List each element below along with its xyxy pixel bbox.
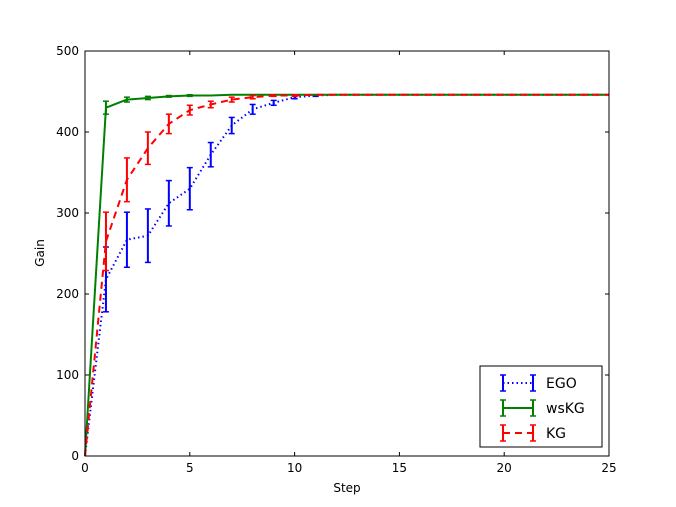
legend-frame	[479, 365, 603, 448]
x-tick-label: 5	[186, 461, 194, 475]
error-bar-kg	[186, 104, 193, 116]
error-bar-kg	[228, 96, 235, 103]
error-bar-ego	[270, 99, 277, 107]
error-bar-kg	[144, 131, 151, 166]
error-bar-kg	[102, 211, 109, 272]
error-bar-ego	[228, 116, 235, 135]
y-tick-label: 400	[56, 125, 79, 139]
error-bar-kg	[123, 157, 130, 203]
legend: EGO wsKG KG	[479, 365, 603, 448]
x-tick-label: 20	[497, 461, 512, 475]
y-tick-label: 300	[56, 206, 79, 220]
error-bar-ego	[123, 211, 130, 269]
error-bar-wskg	[123, 96, 130, 103]
error-bar-kg	[249, 94, 256, 100]
legend-label-wskg: wsKG	[546, 401, 585, 417]
legend-item-kg: KG	[500, 424, 566, 442]
error-bar-ego	[249, 103, 256, 115]
plot-frame	[84, 50, 610, 457]
error-bar-ego	[144, 208, 151, 264]
error-bar-wskg	[102, 100, 109, 115]
x-tick-label: 0	[81, 461, 89, 475]
error-bar-kg	[165, 113, 172, 135]
y-axis-title: Gain	[33, 239, 47, 267]
error-bar-ego	[207, 141, 214, 168]
legend-label-ego: EGO	[546, 376, 577, 392]
error-bar-kg	[291, 93, 298, 98]
y-tick-label: 100	[56, 368, 79, 382]
x-axis-title: Step	[333, 481, 360, 495]
error-bar-kg	[270, 93, 277, 98]
y-tick-label: 0	[71, 449, 79, 463]
x-tick-label: 10	[287, 461, 302, 475]
legend-item-ego: EGO	[500, 374, 577, 392]
legend-item-wskg: wsKG	[500, 399, 585, 417]
legend-entries: EGO wsKG KG	[500, 374, 585, 442]
series-line-kg	[84, 93, 609, 457]
series-ego	[84, 93, 609, 457]
error-bar-wskg	[144, 95, 151, 101]
error-bar-wskg	[186, 93, 193, 98]
error-bar-wskg	[165, 94, 172, 98]
x-tick-label: 15	[392, 461, 407, 475]
series-kg	[84, 93, 609, 457]
y-tick-label: 200	[56, 287, 79, 301]
error-bar-ego	[186, 166, 193, 211]
y-tick-label: 500	[56, 44, 79, 58]
series-layer	[84, 93, 609, 457]
legend-label-kg: KG	[546, 426, 566, 442]
error-bar-kg	[207, 100, 214, 109]
x-tick-label: 25	[601, 461, 616, 475]
ticks-layer: 0 5 10 15 20 25 0 100 200 300 400 500	[56, 44, 617, 475]
error-bar-ego	[165, 179, 172, 227]
